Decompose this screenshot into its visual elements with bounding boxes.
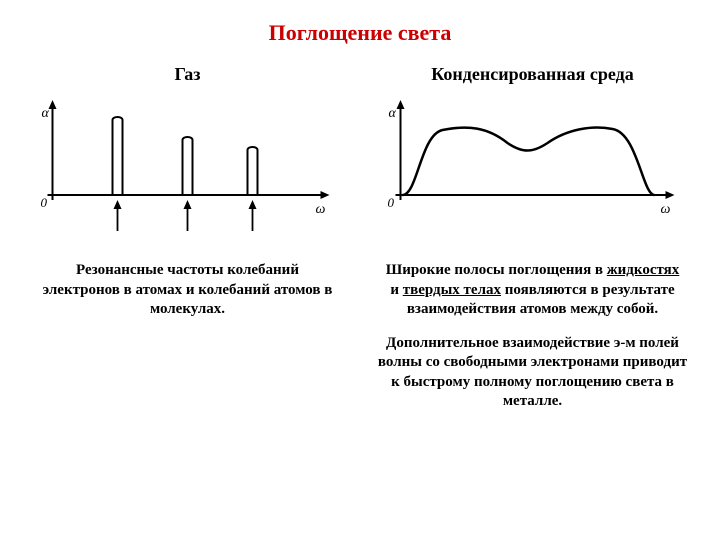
- heading-condensed: Конденсированная среда: [375, 64, 690, 85]
- x-axis-label: ω: [316, 202, 326, 217]
- caption-gas: Резонансные частоты колебаний электронов…: [36, 261, 339, 320]
- caption-condensed: Широкие полосы поглощения в жидкостях и …: [381, 261, 684, 320]
- column-condensed: Конденсированная среда α ω 0 Широкие пол…: [375, 64, 690, 412]
- caption-underline-solids: твердых телах: [403, 282, 501, 298]
- absorption-band-curve: [403, 128, 655, 195]
- extra-note-metal: Дополнительное взаимодействие э-м полей …: [375, 334, 690, 412]
- peak-arrow-head: [184, 200, 192, 209]
- peak-arrow-head: [249, 200, 257, 209]
- origin-label: 0: [388, 195, 395, 210]
- spectral-peak: [109, 117, 127, 195]
- heading-gas: Газ: [30, 64, 345, 85]
- x-axis-label: ω: [661, 202, 671, 217]
- caption-underline-liquids: жидкостях: [607, 262, 680, 278]
- content-columns: Газ α ω 0 Резонансные частоты колебаний …: [30, 64, 690, 412]
- caption-text: Широкие полосы поглощения в: [386, 262, 607, 278]
- origin-label: 0: [41, 195, 48, 210]
- extra-underline-metal: металле: [503, 393, 559, 409]
- caption-text: и: [390, 282, 402, 298]
- extra-text: Дополнительное взаимодействие э-м полей …: [378, 335, 687, 390]
- extra-text: .: [558, 393, 562, 409]
- page-title: Поглощение света: [30, 20, 690, 46]
- column-gas: Газ α ω 0 Резонансные частоты колебаний …: [30, 64, 345, 412]
- chart-gas: α ω 0: [30, 95, 345, 245]
- peak-arrow-head: [114, 200, 122, 209]
- y-axis-label: α: [389, 106, 397, 121]
- chart-condensed: α ω 0: [375, 95, 690, 245]
- spectral-peak: [179, 137, 197, 195]
- spectral-peak: [244, 147, 262, 195]
- y-axis-label: α: [42, 106, 50, 121]
